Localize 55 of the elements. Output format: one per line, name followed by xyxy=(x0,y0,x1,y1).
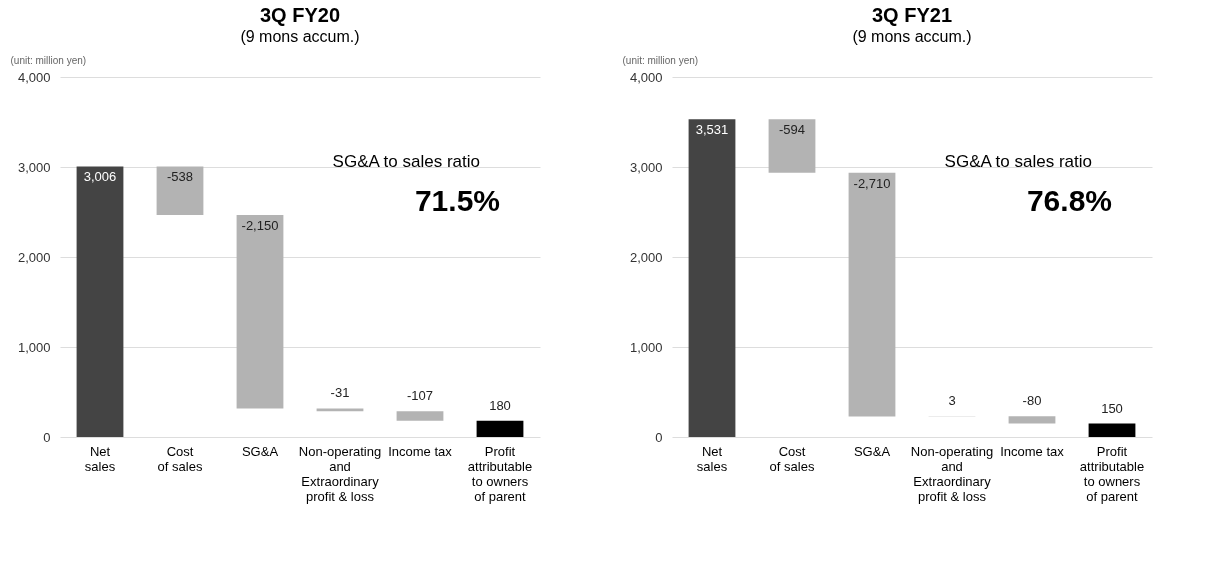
annotation: 76.8% xyxy=(1026,184,1112,217)
data-label: -2,150 xyxy=(241,217,279,233)
y-tick-label: 0 xyxy=(43,429,51,445)
x-tick-label: Profit attributable to owners of parent xyxy=(467,443,533,504)
bar xyxy=(236,214,284,409)
data-label: 3 xyxy=(948,393,956,409)
bar xyxy=(1008,416,1056,424)
y-tick-label: 4,000 xyxy=(629,69,663,85)
data-label: -2,710 xyxy=(853,175,891,191)
bar xyxy=(688,119,736,437)
data-label: 3,531 xyxy=(695,122,729,138)
x-tick-label: Income tax xyxy=(388,443,453,459)
y-axis-title: (unit: million yen) xyxy=(10,54,87,66)
annotation: SG&A to sales ratio xyxy=(944,152,1092,171)
x-tick-label: Income tax xyxy=(1000,443,1065,459)
chart-title: 3Q FY21 xyxy=(871,4,953,26)
y-tick-label: 2,000 xyxy=(629,249,663,265)
chart-subtitle: (9 mons accum.) xyxy=(852,28,972,45)
data-label: 3,006 xyxy=(83,169,117,185)
data-label: -538 xyxy=(166,169,194,185)
x-tick-label: Net sales xyxy=(84,443,116,474)
data-label: -31 xyxy=(330,385,350,401)
x-tick-label: Non-operating and Extraordinary profit & loss xyxy=(298,443,382,504)
annotation: 71.5% xyxy=(414,184,500,217)
data-label: 150 xyxy=(1101,400,1123,416)
x-tick-label: SG&A xyxy=(241,443,279,459)
x-tick-label: Profit attributable to owners of parent xyxy=(1079,443,1145,504)
annotation: SG&A to sales ratio xyxy=(332,152,480,171)
data-label: -107 xyxy=(406,388,434,404)
bar xyxy=(768,119,816,173)
x-tick-label: SG&A xyxy=(853,443,891,459)
y-tick-label: 0 xyxy=(655,429,663,445)
x-tick-label: Net sales xyxy=(696,443,728,474)
y-tick-label: 4,000 xyxy=(17,69,51,85)
bar xyxy=(316,408,364,412)
bar xyxy=(156,166,204,215)
x-tick-label: Non-operating and Extraordinary profit & loss xyxy=(910,443,994,504)
y-tick-label: 1,000 xyxy=(17,339,51,355)
data-label: -594 xyxy=(778,122,806,138)
x-tick-label: Cost of sales xyxy=(769,443,815,474)
x-tick-label: Cost of sales xyxy=(157,443,203,474)
bar xyxy=(476,420,524,437)
chart-title: 3Q FY20 xyxy=(259,4,341,26)
y-axis-title: (unit: million yen) xyxy=(622,54,699,66)
bar xyxy=(1088,423,1136,437)
chart-subtitle: (9 mons accum.) xyxy=(240,28,360,45)
data-label: 180 xyxy=(489,397,511,413)
y-tick-label: 2,000 xyxy=(17,249,51,265)
y-tick-label: 3,000 xyxy=(17,159,51,175)
y-tick-label: 1,000 xyxy=(629,339,663,355)
bar xyxy=(76,166,124,437)
bar xyxy=(848,172,896,417)
bar xyxy=(396,411,444,421)
data-label: -80 xyxy=(1022,393,1042,409)
y-tick-label: 3,000 xyxy=(629,159,663,175)
